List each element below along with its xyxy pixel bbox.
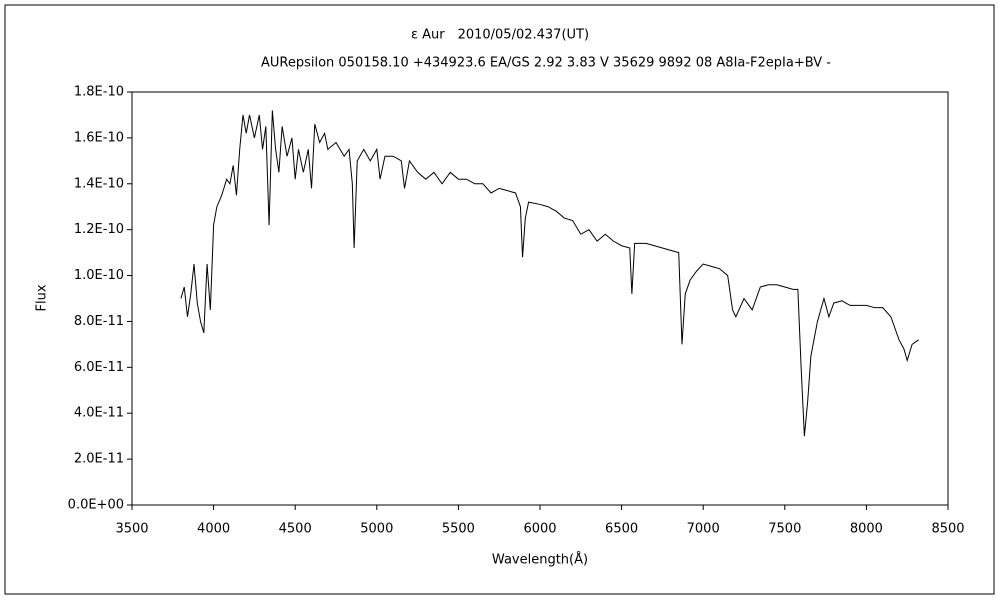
x-tick-label: 4500: [279, 522, 312, 537]
x-tick-label: 7500: [768, 522, 801, 537]
x-tick-label: 8500: [931, 522, 964, 537]
x-tick-label: 5500: [442, 522, 475, 537]
y-tick-label: 6.0E-11: [74, 360, 124, 375]
spectrum-line: [180, 110, 919, 437]
y-tick-label: 1.8E-10: [74, 85, 124, 100]
y-tick-label: 1.2E-10: [74, 222, 124, 237]
x-tick-label: 6000: [523, 522, 556, 537]
x-tick-label: 5000: [360, 522, 393, 537]
x-tick-label: 8000: [850, 522, 883, 537]
x-tick-label: 3500: [115, 522, 148, 537]
y-tick-label: 1.0E-10: [74, 268, 124, 283]
y-tick-label: 1.4E-10: [74, 176, 124, 191]
y-tick-label: 4.0E-11: [74, 406, 124, 421]
y-tick-label: 1.6E-10: [74, 130, 124, 145]
chart-title: ε Aur 2010/05/02.437(UT): [411, 28, 589, 43]
plot-area: [131, 91, 949, 506]
x-axis-label: Wavelength(Å): [492, 552, 588, 568]
chart-subtitle: AURepsilon 050158.10 +434923.6 EA/GS 2.9…: [261, 56, 831, 71]
y-tick-label: 0.0E+00: [68, 498, 124, 513]
x-tick-label: 6500: [605, 522, 638, 537]
x-tick-label: 7000: [687, 522, 720, 537]
y-tick-label: 8.0E-11: [74, 314, 124, 329]
y-tick-label: 2.0E-11: [74, 452, 124, 467]
x-tick-label: 4000: [197, 522, 230, 537]
y-axis-label: Flux: [35, 284, 50, 311]
